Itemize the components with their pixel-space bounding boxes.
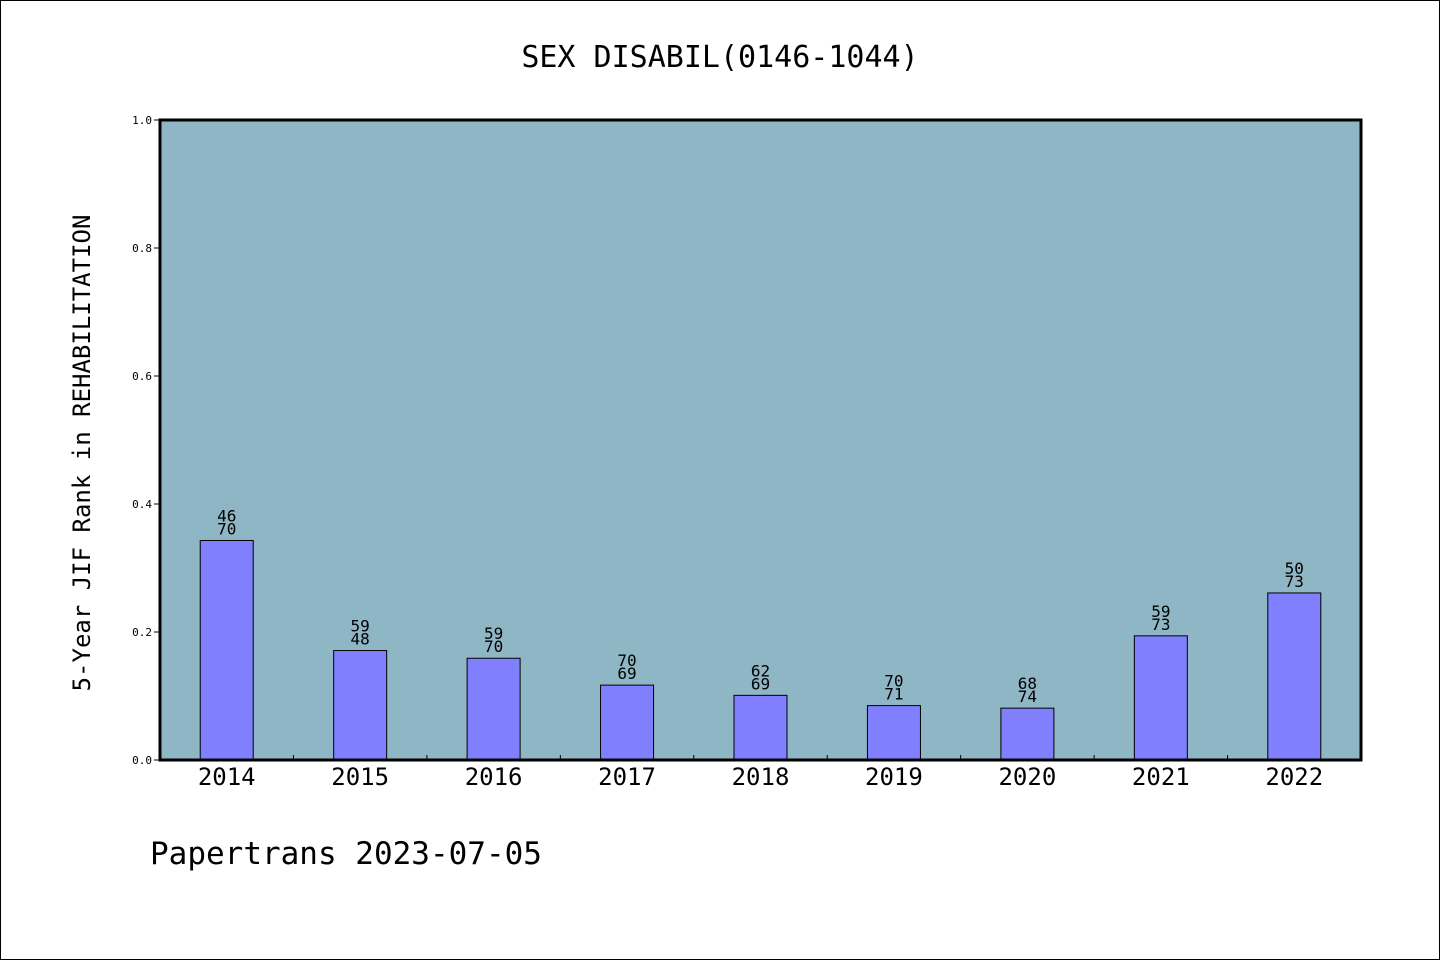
bar-2017 xyxy=(600,684,655,761)
x-tick-label: 2019 xyxy=(865,763,923,791)
bar-label-total: 48 xyxy=(351,630,370,649)
y-tick-label: 0.4 xyxy=(132,498,152,511)
bar-label-total: 70 xyxy=(217,519,236,538)
bar-label-total: 73 xyxy=(1285,572,1304,591)
bar-2015 xyxy=(333,650,388,761)
x-tick-label: 2022 xyxy=(1265,763,1323,791)
bars xyxy=(199,539,1322,761)
x-tick-label: 2015 xyxy=(331,763,389,791)
bar-2020 xyxy=(1000,707,1055,761)
y-axis-label: 5-Year JIF Rank in REHABILITATION xyxy=(68,215,96,692)
x-axis-labels: 2014 2015 2016 2017 2018 2019 2020 2021 2022 xyxy=(198,763,1323,791)
bar-label-rank: 59 xyxy=(351,617,370,636)
y-tick-label: 1.0 xyxy=(132,114,152,127)
bar-label-total: 69 xyxy=(617,664,636,683)
bar-label-rank: 70 xyxy=(884,672,903,691)
bar-label-total: 74 xyxy=(1018,687,1037,706)
bar-2014 xyxy=(199,539,254,761)
bar-2019 xyxy=(866,705,921,761)
bar-label-total: 70 xyxy=(484,637,503,656)
y-axis-ticks: 0.0 0.2 0.4 0.6 0.8 1.0 xyxy=(132,114,160,767)
bar-label-rank: 59 xyxy=(484,624,503,643)
footer-text: Papertrans 2023-07-05 xyxy=(150,836,542,872)
y-tick-label: 0.2 xyxy=(132,626,152,639)
y-tick-label: 0.6 xyxy=(132,370,152,383)
x-tick-label: 2021 xyxy=(1132,763,1190,791)
bar-label-rank: 62 xyxy=(751,661,770,680)
bar-label-total: 71 xyxy=(884,685,903,704)
bar-label-rank: 50 xyxy=(1285,559,1304,578)
bar-label-rank: 68 xyxy=(1018,674,1037,693)
bar-label-rank: 59 xyxy=(1151,602,1170,621)
x-tick-label: 2014 xyxy=(198,763,256,791)
chart-title: SEX DISABIL(0146-1044) xyxy=(521,40,918,75)
x-tick-label: 2020 xyxy=(998,763,1056,791)
plot-border xyxy=(158,118,1363,762)
bar-label-rank: 70 xyxy=(617,651,636,670)
x-tick-label: 2018 xyxy=(732,763,790,791)
bar-2021 xyxy=(1133,635,1188,761)
bar-label-total: 69 xyxy=(751,674,770,693)
bar-label-total: 73 xyxy=(1151,615,1170,634)
bar-2018 xyxy=(733,694,788,761)
x-tick-label: 2017 xyxy=(598,763,656,791)
bar-2022 xyxy=(1267,592,1322,761)
bar-2016 xyxy=(466,657,521,761)
x-tick-label: 2016 xyxy=(465,763,523,791)
y-tick-label: 0.0 xyxy=(132,754,152,767)
y-tick-label: 0.8 xyxy=(132,242,152,255)
bar-label-rank: 46 xyxy=(217,506,236,525)
